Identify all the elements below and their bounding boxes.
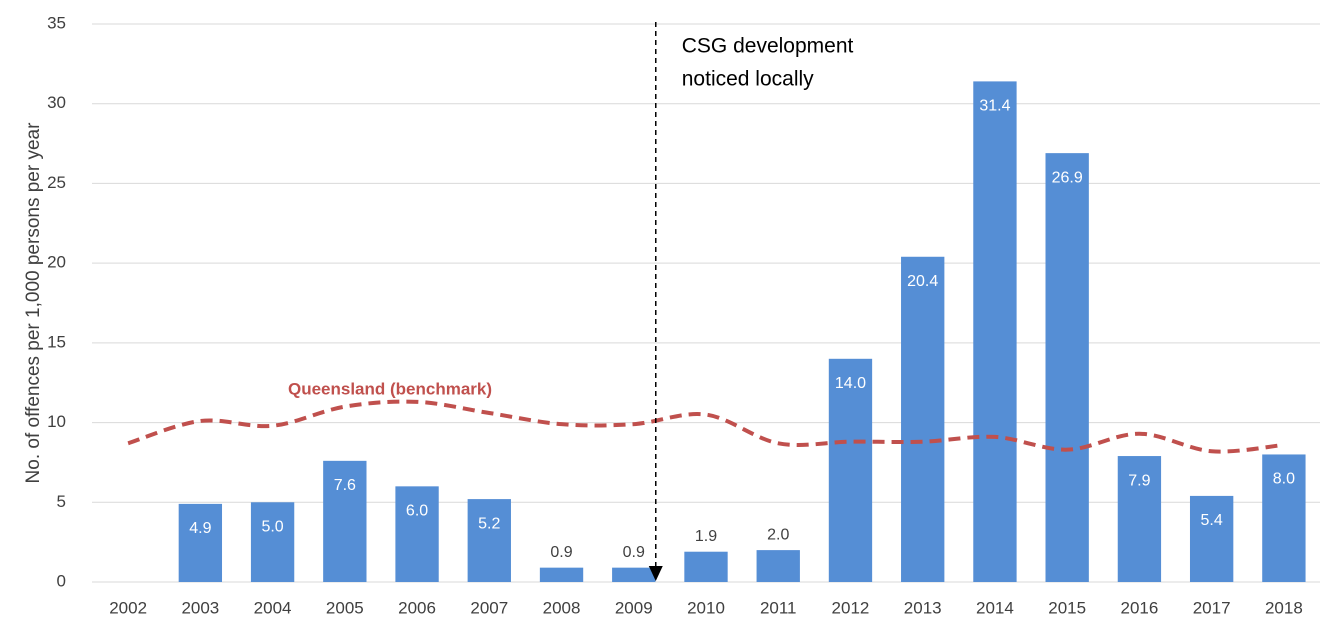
- bar: [828, 358, 873, 582]
- y-tick-label: 20: [47, 253, 66, 272]
- bar: [1262, 454, 1306, 582]
- bar: [756, 550, 800, 582]
- data-label: 5.4: [1201, 512, 1223, 529]
- x-tick-label: 2003: [181, 598, 219, 617]
- x-tick-label: 2007: [470, 598, 508, 617]
- x-tick-label: 2008: [543, 598, 581, 617]
- y-tick-label: 10: [47, 412, 66, 431]
- data-label: 0.9: [550, 544, 572, 561]
- line: [127, 399, 1285, 454]
- data-label: 0.9: [623, 544, 645, 561]
- y-tick-label: 15: [47, 332, 66, 351]
- x-tick-label: 2015: [1048, 598, 1086, 617]
- x-tick-label: 2016: [1120, 598, 1158, 617]
- x-tick-label: 2012: [832, 598, 870, 617]
- x-tick-label: 2009: [615, 598, 653, 617]
- data-label: 14.0: [835, 375, 866, 392]
- x-tick-label: 2013: [904, 598, 942, 617]
- series-label: Queensland (benchmark): [288, 379, 492, 398]
- data-label: 8.0: [1273, 471, 1295, 488]
- bar: [1117, 456, 1162, 582]
- x-tick-label: 2005: [326, 598, 364, 617]
- y-axis-label: No. of offences per 1,000 persons per ye…: [23, 122, 44, 484]
- bar: [973, 81, 1017, 582]
- x-tick-label: 2014: [976, 598, 1014, 617]
- bar: [684, 551, 728, 582]
- y-tick-label: 0: [57, 571, 66, 590]
- annotation-text: noticed locally: [682, 68, 814, 91]
- data-label: 1.9: [695, 528, 717, 545]
- data-label: 2.0: [767, 526, 789, 543]
- y-tick-label: 35: [47, 13, 66, 32]
- data-label: 4.9: [189, 520, 211, 537]
- annotation-arrowhead: [648, 566, 663, 581]
- bar: [323, 460, 367, 582]
- data-label: 31.4: [979, 98, 1010, 115]
- data-label: 5.2: [478, 515, 500, 532]
- bar: [178, 503, 223, 582]
- x-tick-label: 2004: [254, 598, 292, 617]
- x-tick-label: 2017: [1193, 598, 1231, 617]
- x-tick-label: 2018: [1265, 598, 1303, 617]
- bar: [395, 486, 439, 582]
- bar: [1189, 495, 1234, 582]
- bar: [612, 567, 656, 582]
- data-label: 6.0: [406, 503, 428, 520]
- x-tick-label: 2006: [398, 598, 436, 617]
- x-tick-label: 2010: [687, 598, 725, 617]
- data-label: 20.4: [907, 273, 938, 290]
- y-tick-label: 5: [57, 492, 66, 511]
- x-tick-label: 2011: [760, 598, 797, 617]
- y-tick-label: 30: [47, 93, 66, 112]
- annotation-text: CSG development: [682, 35, 854, 58]
- bar: [539, 567, 584, 582]
- bar: [467, 499, 511, 582]
- bar: [250, 502, 295, 582]
- data-label: 5.0: [261, 519, 283, 536]
- data-label: 7.6: [334, 477, 356, 494]
- data-label: 7.9: [1128, 472, 1150, 489]
- data-label: 26.9: [1052, 169, 1083, 186]
- bar: [901, 256, 945, 582]
- x-tick-label: 2002: [109, 598, 147, 617]
- y-tick-label: 25: [47, 173, 66, 192]
- bar: [1045, 153, 1089, 582]
